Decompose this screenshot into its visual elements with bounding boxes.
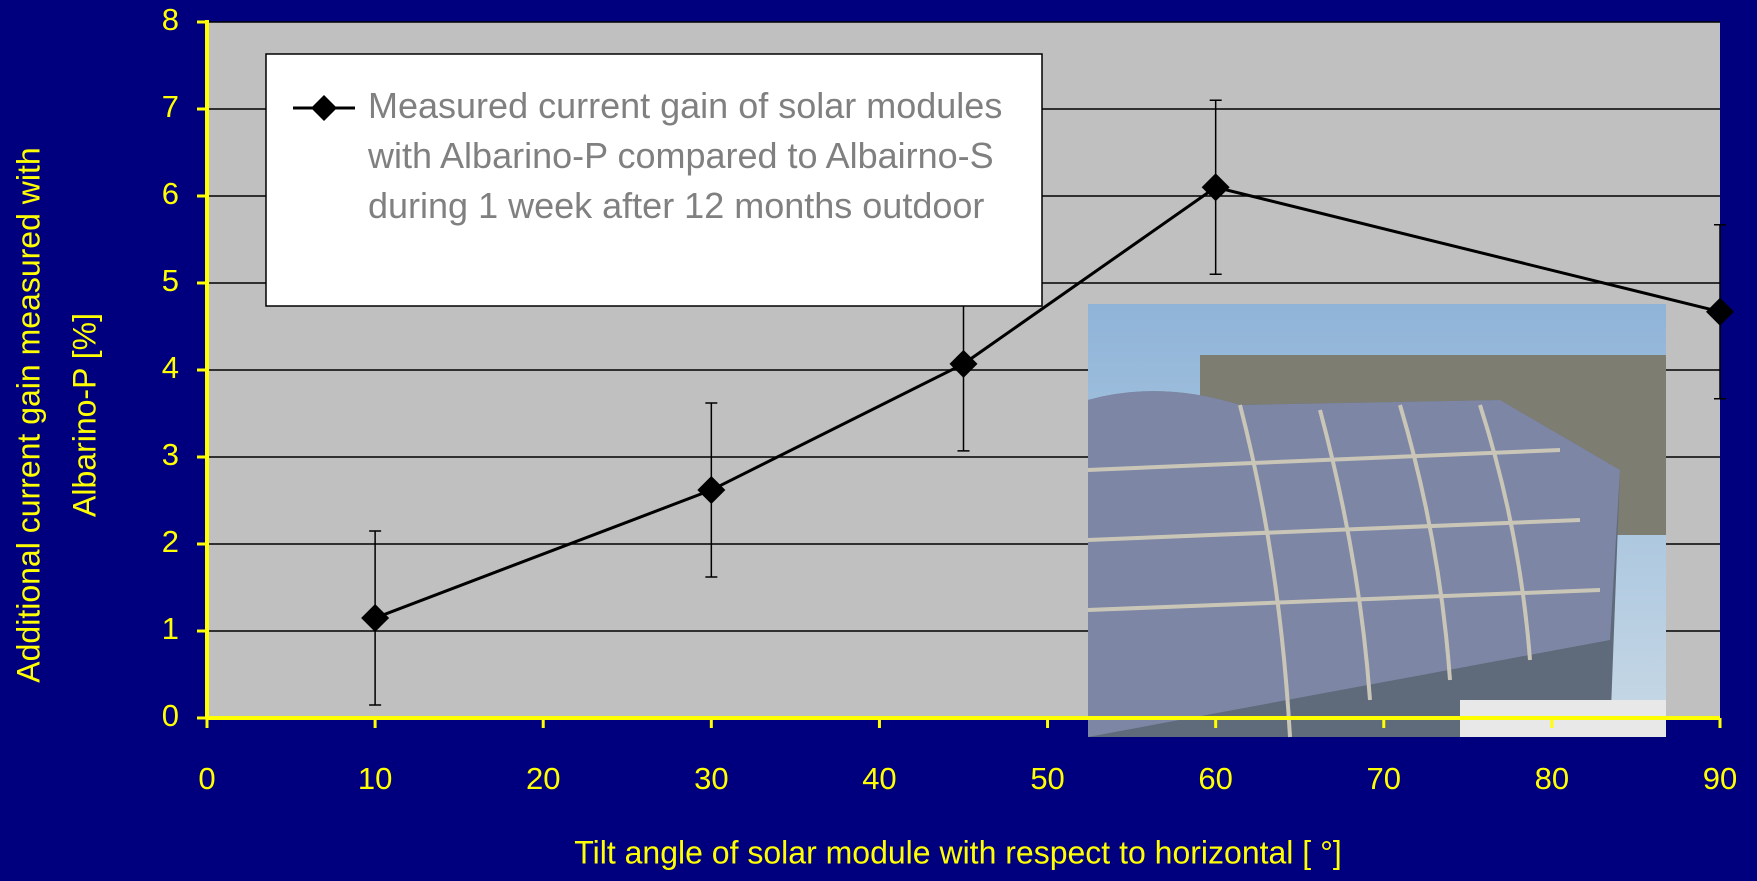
marker xyxy=(697,476,726,505)
series xyxy=(361,99,1734,706)
y-axis-title-line: Additional current gain measured with xyxy=(10,147,46,682)
x-tick-label: 40 xyxy=(862,761,896,796)
marker xyxy=(1201,173,1230,202)
photo xyxy=(1087,304,1666,738)
y-tick-label: 5 xyxy=(162,263,179,298)
y-tick-label: 8 xyxy=(162,2,179,37)
y-axis-title: Additional current gain measured with Al… xyxy=(10,147,102,682)
y-tick-label: 7 xyxy=(162,89,179,124)
legend-entry: Measured current gain of solar modules wi… xyxy=(293,85,1002,226)
y-axis-title-line: Albarino-P [%] xyxy=(66,313,102,517)
x-tick-label: 0 xyxy=(198,761,215,796)
x-tick-label: 30 xyxy=(694,761,728,796)
x-axis-title: Tilt angle of solar module with respect … xyxy=(574,834,1342,870)
y-tick-label: 1 xyxy=(162,611,179,646)
y-tick-label: 0 xyxy=(162,698,179,733)
y-tick-label: 6 xyxy=(162,176,179,211)
x-tick-label: 90 xyxy=(1703,761,1737,796)
marker xyxy=(949,349,978,378)
y-tick-label: 4 xyxy=(162,350,179,385)
marker xyxy=(1706,297,1734,326)
x-tick-label: 80 xyxy=(1535,761,1569,796)
x-tick-label: 10 xyxy=(358,761,392,796)
x-tick-label: 70 xyxy=(1367,761,1401,796)
legend xyxy=(265,53,1043,307)
legend-marker xyxy=(311,95,337,121)
x-tick-label: 60 xyxy=(1198,761,1232,796)
x-tick-label: 20 xyxy=(526,761,560,796)
marker xyxy=(361,603,390,632)
legend-label: Measured current gain of solar modules wi… xyxy=(367,85,1002,226)
y-tick-label: 3 xyxy=(162,437,179,472)
y-tick-label: 2 xyxy=(162,524,179,559)
x-tick-label: 50 xyxy=(1030,761,1064,796)
